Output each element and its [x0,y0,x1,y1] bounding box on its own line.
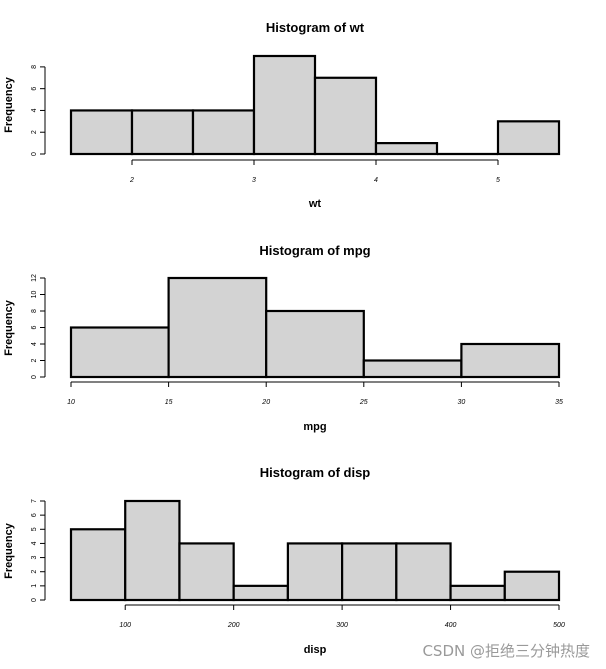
y-tick-label: 0 [31,598,38,602]
histogram-bar [341,542,398,602]
y-tick-label: 2 [31,358,38,362]
histogram-bar [178,542,235,602]
watermark-text: CSDN @拒绝三分钟热度 [422,642,590,660]
y-tick-label: 4 [31,108,38,112]
histogram-bar [496,120,561,156]
histogram-bar [232,584,289,602]
y-axis-label: Frequency [3,299,15,356]
y-tick-label: 0 [31,375,38,379]
x-axis-label: wt [308,198,322,210]
histogram-bar [167,276,268,379]
x-tick-label: 200 [227,622,240,629]
y-tick-label: 1 [31,584,38,588]
x-tick-label: 100 [119,622,131,629]
x-tick-label: 15 [165,399,173,406]
histogram-bar [374,142,439,156]
histogram-bar [252,54,317,156]
y-axis-label: Frequency [3,76,15,133]
histogram-bar [69,326,170,379]
y-tick-label: 2 [31,130,38,134]
x-tick-label: 500 [553,622,565,629]
x-axis-label: disp [304,644,327,656]
y-tick-label: 12 [31,274,38,282]
y-tick-label: 6 [31,325,38,329]
x-tick-label: 30 [458,399,466,406]
y-axis-label: Frequency [3,522,15,579]
histogram-bar [69,109,134,156]
histogram-bar [69,528,127,602]
chart-title: Histogram of disp [260,465,371,480]
x-tick-label: 2 [129,177,134,184]
x-tick-label: 300 [336,622,348,629]
y-tick-label: 0 [31,152,38,156]
x-tick-label: 5 [496,177,500,184]
x-tick-label: 3 [252,177,256,184]
histogram-bar [395,542,452,602]
y-tick-label: 8 [31,65,38,69]
histogram-bar [460,342,561,379]
x-tick-label: 4 [374,177,378,184]
histogram-bar [286,542,344,602]
histogram-bar [362,359,463,379]
y-tick-label: 3 [31,556,38,560]
y-tick-label: 2 [31,570,38,574]
y-tick-label: 10 [31,291,38,299]
histogram-bar [265,309,365,379]
x-tick-label: 20 [261,399,270,406]
histogram-bar [503,570,561,602]
x-tick-label: 400 [445,622,457,629]
x-tick-label: 10 [67,399,75,406]
y-tick-label: 4 [31,541,38,545]
x-tick-label: 25 [359,399,368,406]
y-tick-label: 4 [31,342,38,346]
x-axis-label: mpg [303,421,326,433]
y-tick-label: 7 [31,499,38,503]
histogram-bar [449,584,506,602]
histogram-bar [124,499,181,602]
y-tick-label: 5 [31,527,38,531]
x-tick-label: 35 [555,399,563,406]
chart-title: Histogram of mpg [259,243,370,258]
histogram-bar [130,109,195,156]
y-tick-label: 6 [31,87,38,91]
y-tick-label: 6 [31,513,38,517]
y-tick-label: 8 [31,309,38,313]
histogram-bar [191,109,256,156]
histogram-bar [313,76,378,156]
chart-title: Histogram of wt [266,20,365,35]
